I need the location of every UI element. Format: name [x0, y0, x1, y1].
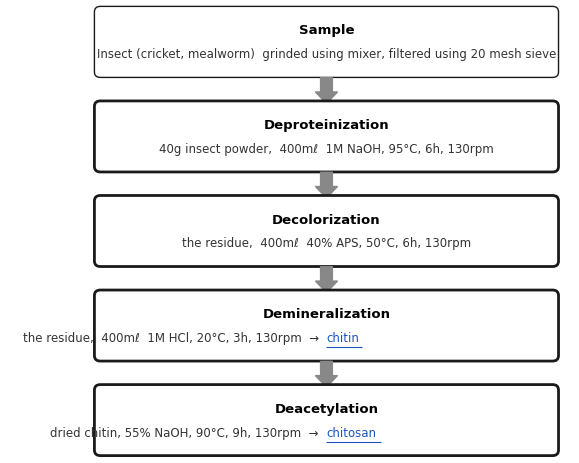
FancyBboxPatch shape	[94, 196, 559, 267]
Text: the residue,  400mℓ  1M HCl, 20°C, 3h, 130rpm  →: the residue, 400mℓ 1M HCl, 20°C, 3h, 130…	[23, 332, 327, 344]
FancyBboxPatch shape	[94, 7, 559, 78]
Text: the residue,  400mℓ  40% APS, 50°C, 6h, 130rpm: the residue, 400mℓ 40% APS, 50°C, 6h, 13…	[182, 237, 471, 250]
Text: Deproteinization: Deproteinization	[263, 119, 389, 131]
Text: Sample: Sample	[299, 25, 354, 38]
Text: Decolorization: Decolorization	[272, 213, 381, 226]
Polygon shape	[316, 78, 338, 104]
Text: Insect (cricket, mealworm)  grinded using mixer, filtered using 20 mesh sieve: Insect (cricket, mealworm) grinded using…	[97, 48, 556, 61]
Polygon shape	[316, 362, 338, 387]
FancyBboxPatch shape	[94, 290, 559, 361]
Text: chitosan: chitosan	[327, 425, 376, 438]
Text: 40g insect powder,  400mℓ  1M NaOH, 95°C, 6h, 130rpm: 40g insect powder, 400mℓ 1M NaOH, 95°C, …	[159, 143, 494, 156]
Text: chitin: chitin	[327, 332, 360, 344]
Text: Demineralization: Demineralization	[262, 307, 390, 320]
FancyBboxPatch shape	[94, 385, 559, 456]
FancyBboxPatch shape	[94, 102, 559, 173]
Polygon shape	[316, 267, 338, 293]
Text: Deacetylation: Deacetylation	[274, 402, 379, 415]
Polygon shape	[316, 173, 338, 199]
Text: dried chitin, 55% NaOH, 90°C, 9h, 130rpm  →: dried chitin, 55% NaOH, 90°C, 9h, 130rpm…	[50, 425, 327, 438]
